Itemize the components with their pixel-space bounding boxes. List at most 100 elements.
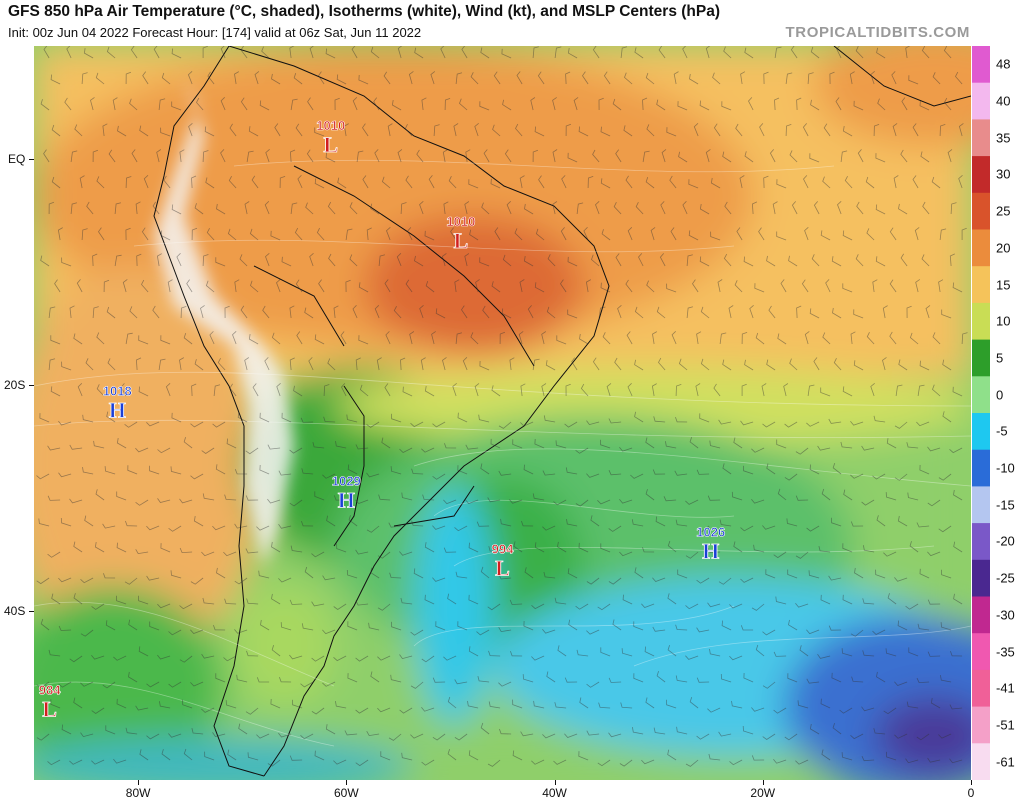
- wind-barb: [234, 577, 248, 585]
- wind-barb: [573, 97, 579, 111]
- wind-barb: [48, 649, 61, 657]
- wind-barb: [124, 421, 138, 428]
- wind-barb: [542, 470, 556, 476]
- wind-barb: [401, 752, 413, 761]
- wind-barb: [106, 46, 116, 59]
- wind-barb: [656, 306, 666, 319]
- wind-barb: [512, 750, 523, 761]
- wind-barb: [84, 515, 94, 527]
- wind-barb: [327, 201, 336, 215]
- wind-barb: [734, 280, 743, 293]
- colorbar-label: -35: [996, 644, 1015, 660]
- wind-barb: [349, 202, 358, 215]
- wind-barb: [91, 603, 105, 610]
- wind-barb: [688, 179, 699, 189]
- wind-barb: [171, 101, 182, 111]
- wind-barb: [813, 357, 820, 371]
- wind-barb: [578, 126, 589, 137]
- wind-barb: [106, 306, 116, 319]
- wind-barb: [565, 71, 571, 85]
- map-title: GFS 850 hPa Air Temperature (°C, shaded)…: [8, 3, 721, 20]
- wind-barb: [916, 733, 930, 741]
- wind-barb: [872, 473, 886, 480]
- wind-barb: [783, 383, 789, 397]
- wind-barb: [61, 724, 72, 735]
- colorbar-label: 35: [996, 130, 1011, 146]
- wind-barb: [252, 383, 259, 397]
- wind-barb: [146, 421, 160, 427]
- wind-barb: [366, 472, 380, 478]
- wind-barb: [822, 176, 831, 189]
- wind-barb: [561, 175, 567, 189]
- wind-barb: [578, 542, 589, 553]
- wind-barb: [328, 253, 336, 267]
- wind-barb: [743, 672, 754, 683]
- wind-barb: [723, 253, 732, 267]
- wind-barb: [873, 415, 886, 423]
- wind-barb: [48, 306, 56, 319]
- wind-barb: [333, 495, 347, 501]
- wind-barb: [534, 126, 545, 137]
- wind-barb: [601, 229, 611, 241]
- wind-barb: [521, 520, 534, 527]
- wind-barb: [180, 306, 187, 319]
- wind-barb: [586, 730, 600, 736]
- wind-barb: [769, 149, 776, 163]
- wind-barb: [444, 443, 457, 449]
- wind-barb: [883, 551, 897, 557]
- wind-barb: [741, 383, 747, 396]
- low-pressure-symbol: L: [495, 555, 510, 580]
- wind-barb: [183, 748, 193, 761]
- wind-barb: [43, 46, 50, 59]
- colorbar-segment: [972, 266, 990, 304]
- wind-barb: [722, 359, 732, 371]
- wind-barb: [866, 228, 875, 241]
- wind-barb: [634, 47, 644, 59]
- wind-barb: [942, 411, 952, 423]
- wind-barb: [462, 357, 468, 371]
- wind-barb: [625, 175, 633, 189]
- wind-barb: [250, 280, 259, 293]
- wind-barb: [475, 279, 480, 293]
- wind-barb: [391, 100, 402, 111]
- wind-barb: [480, 566, 490, 579]
- wind-barb: [502, 99, 512, 111]
- wind-barb: [554, 702, 567, 709]
- wind-barb: [244, 201, 250, 215]
- wind-barb: [883, 707, 897, 715]
- wind-barb: [431, 331, 436, 345]
- wind-barb: [301, 468, 314, 475]
- wind-barb: [378, 494, 391, 501]
- colorbar-segment: [972, 229, 990, 267]
- latitude-tick: [29, 610, 34, 612]
- wind-barb: [837, 201, 842, 215]
- wind-barb: [542, 733, 556, 739]
- wind-barb: [92, 149, 99, 163]
- wind-barb: [245, 707, 259, 715]
- wind-barb: [762, 681, 776, 689]
- wind-barb: [614, 357, 622, 371]
- wind-barb: [240, 46, 248, 59]
- wind-barb: [875, 153, 886, 163]
- wind-barb: [598, 97, 604, 111]
- wind-barb: [400, 202, 407, 215]
- wind-barb: [39, 413, 50, 423]
- wind-barb: [311, 655, 325, 662]
- wind-barb: [667, 644, 677, 657]
- wind-barb: [54, 279, 61, 293]
- longitude-label: 60W: [333, 786, 359, 800]
- wind-barb: [368, 622, 380, 631]
- wind-barb: [543, 415, 556, 423]
- wind-barb: [48, 201, 55, 215]
- wind-barb: [597, 759, 611, 767]
- wind-barb: [470, 72, 479, 85]
- colorbar-segment: [972, 486, 990, 524]
- colorbar-segment: [972, 596, 990, 634]
- wind-barb: [193, 516, 204, 527]
- wind-barb: [567, 309, 578, 319]
- wind-barb: [532, 493, 545, 501]
- wind-barb: [103, 573, 116, 579]
- wind-barb: [355, 357, 361, 371]
- wind-barb: [892, 123, 898, 137]
- wind-barb: [612, 619, 622, 631]
